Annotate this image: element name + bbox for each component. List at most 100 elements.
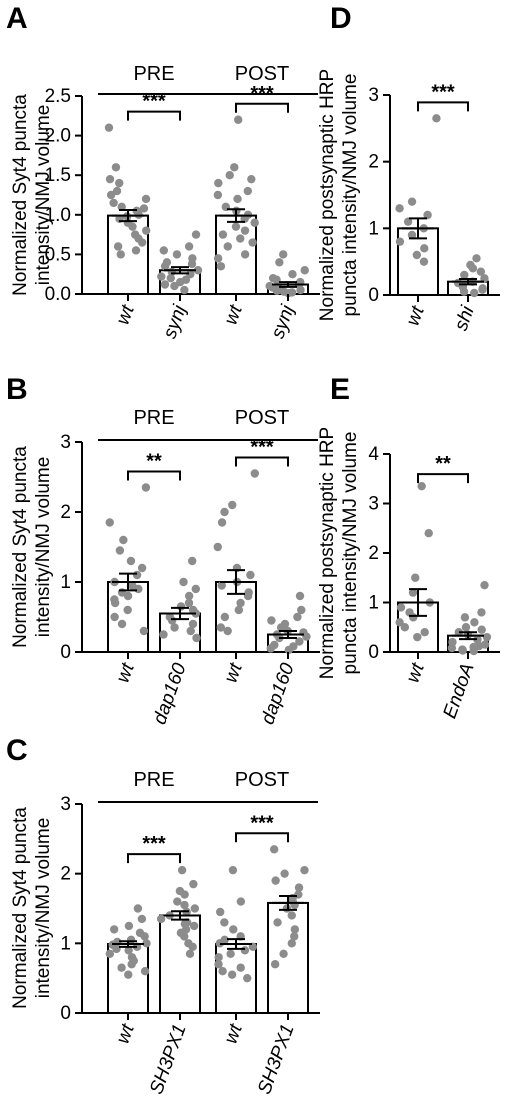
y-axis-label-line: intensity/NMJ volume: [33, 105, 54, 286]
data-point: [117, 202, 126, 212]
data-point: [395, 237, 405, 246]
significance-bracket: [417, 101, 469, 112]
data-point: [472, 254, 481, 263]
data-point: [180, 285, 189, 295]
data-point: [227, 970, 237, 979]
group-label-post: POST: [235, 769, 289, 791]
data-point: [140, 967, 150, 976]
data-point: [126, 556, 136, 566]
data-point: [294, 883, 304, 892]
data-point: [460, 270, 469, 280]
data-point: [220, 507, 229, 517]
data-point: [105, 174, 115, 184]
category-label-endoa: EndoA: [439, 661, 478, 722]
data-point: [214, 178, 223, 188]
y-axis-label-line: Normalized Syt4 puncta: [10, 94, 31, 296]
y-axis-label-line: puncta intensity/NMJ volume: [340, 432, 361, 675]
y-tick-label-b: 2: [60, 502, 71, 523]
data-point: [180, 932, 189, 941]
data-point: [424, 529, 433, 538]
data-point: [236, 234, 245, 243]
data-point: [458, 646, 467, 655]
data-point: [469, 646, 478, 656]
significance-bracket: [235, 832, 289, 843]
data-point: [142, 939, 151, 948]
y-tick-label-a: 0.0: [45, 284, 71, 305]
data-point: [218, 230, 228, 239]
data-point: [110, 612, 119, 622]
panel-b: B Normalized Syt4 puncta intensity/NMJ vol…: [6, 373, 320, 727]
data-point: [230, 163, 239, 172]
data-point: [214, 960, 223, 969]
data-point: [139, 626, 149, 636]
panel-letter-a: A: [6, 2, 28, 35]
data-point: [106, 190, 116, 200]
data-point: [460, 613, 470, 622]
category-label-wt: wt: [112, 660, 138, 686]
data-point: [269, 845, 279, 854]
data-point: [104, 123, 114, 132]
data-point: [188, 619, 198, 629]
data-point: [131, 246, 141, 255]
data-point: [186, 626, 195, 636]
category-label-wt: wt: [220, 302, 246, 328]
data-point: [473, 635, 482, 644]
data-point: [188, 556, 197, 566]
data-point: [127, 960, 136, 969]
data-point: [141, 226, 151, 235]
y-tick-label-a: 1.5: [45, 165, 71, 186]
y-axis-label-e: Normalized postsynaptic HRP puncta intens…: [317, 427, 361, 679]
data-point: [180, 890, 189, 899]
data-point: [243, 186, 252, 196]
y-axis-label-line: Normalized Syt4 puncta: [10, 807, 31, 1009]
data-point: [423, 210, 432, 220]
data-point: [141, 194, 151, 204]
data-point: [297, 605, 306, 615]
category-label-synj: synj: [267, 302, 299, 342]
data-point: [166, 273, 175, 283]
data-point: [217, 581, 226, 590]
data-point: [396, 603, 406, 612]
significance-bracket: [127, 110, 181, 121]
data-point: [295, 591, 305, 601]
data-point: [141, 483, 151, 492]
data-point: [109, 198, 118, 208]
data-point: [271, 876, 280, 885]
data-point: [188, 942, 197, 952]
data-point: [124, 970, 133, 979]
data-point: [477, 625, 486, 634]
data-point: [160, 262, 170, 271]
data-point: [267, 616, 276, 625]
data-point: [137, 914, 147, 924]
group-label-post: POST: [235, 407, 289, 429]
y-tick-label-e: 3: [368, 494, 379, 515]
data-point: [248, 238, 257, 247]
data-point: [411, 573, 420, 582]
data-point: [480, 580, 489, 590]
data-point: [180, 900, 189, 910]
data-point: [413, 632, 422, 642]
data-point: [123, 591, 133, 601]
data-point: [240, 214, 249, 223]
data-point: [137, 238, 147, 247]
data-point: [223, 626, 232, 636]
data-point: [116, 250, 125, 259]
data-point: [109, 925, 119, 934]
data-point: [123, 605, 132, 615]
data-point: [185, 949, 195, 958]
data-point: [243, 973, 252, 983]
data-point: [412, 250, 422, 260]
data-point: [132, 570, 142, 580]
data-point: [236, 897, 246, 906]
significance-label: ***: [142, 833, 166, 855]
data-point: [170, 281, 179, 291]
data-point: [240, 946, 250, 955]
y-tick-label-b: 3: [60, 432, 71, 453]
y-axis-label-line: Normalized Syt4 puncta: [10, 446, 31, 648]
significance-bracket: [417, 473, 469, 484]
data-point: [216, 623, 226, 632]
y-tick-label-e: 1: [368, 593, 379, 614]
data-point: [128, 222, 137, 231]
y-tick-label-b: 0: [60, 642, 71, 663]
